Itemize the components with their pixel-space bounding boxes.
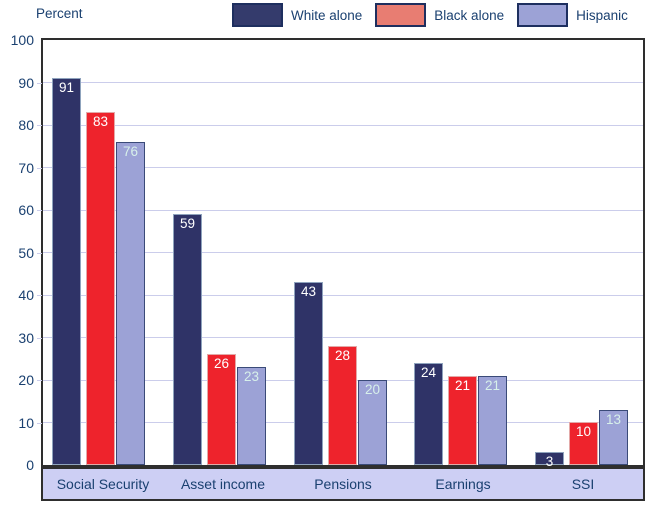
y-tick-70 [37, 167, 42, 169]
y-tick-90 [37, 82, 42, 84]
bar-white-alone-pensions: 43 [294, 282, 323, 465]
legend-item-white-alone: White alone [232, 3, 362, 27]
legend: White alone Black alone Hispanic [232, 3, 628, 27]
bar-value-label: 23 [243, 369, 260, 384]
y-axis-label-80: 80 [18, 117, 34, 133]
bar-black-alone-ssi: 10 [569, 422, 598, 465]
bar-black-alone-social-security: 83 [86, 112, 115, 465]
legend-item-hispanic: Hispanic [517, 3, 628, 27]
bar-white-alone-earnings: 24 [414, 363, 443, 465]
gridline-40 [43, 294, 643, 296]
bar-value-label: 21 [484, 378, 501, 393]
y-axis-label-60: 60 [18, 202, 34, 218]
y-tick-40 [37, 295, 42, 296]
y-axis-label-10: 10 [18, 414, 34, 431]
bar-black-alone-earnings: 21 [448, 376, 477, 465]
bar-value-label: 76 [122, 144, 139, 159]
bar-value-label: 24 [420, 365, 437, 380]
y-tick-20 [37, 380, 42, 381]
y-tick-30 [37, 337, 42, 339]
category-label-asset-income: Asset income [180, 476, 266, 492]
category-label-pensions: Pensions [314, 476, 372, 492]
y-axis-label-70: 70 [18, 159, 34, 176]
y-axis-label-20: 20 [18, 372, 34, 388]
bar-hispanic-earnings: 21 [478, 376, 507, 465]
gridline-90 [43, 82, 643, 83]
category-label-social-security: Social Security [56, 476, 150, 492]
plot-inner: 91 83 76 59 26 23 43 28 20 24 21 21 3 10 13 [43, 40, 643, 469]
y-tick-80 [37, 125, 42, 126]
y-axis-label-90: 90 [18, 74, 34, 91]
plot-area: 91 83 76 59 26 23 43 28 20 24 21 21 3 10 13 [41, 38, 645, 469]
bar-white-alone-ssi: 3 [535, 452, 564, 469]
bar-hispanic-pensions: 20 [358, 380, 387, 465]
category-label-earnings: Earnings [435, 476, 491, 492]
y-tick-60 [37, 210, 42, 211]
bar-value-label: 13 [605, 412, 622, 427]
bar-value-label: 3 [545, 454, 554, 469]
bar-value-label: 91 [58, 80, 75, 95]
y-axis-label-50: 50 [18, 244, 34, 261]
y-axis-title: Percent [36, 6, 83, 21]
bar-value-label: 20 [364, 382, 381, 397]
legend-label-white-alone: White alone [291, 7, 363, 23]
legend-label-hispanic: Hispanic [576, 7, 628, 23]
bar-value-label: 10 [575, 424, 592, 439]
bar-value-label: 43 [300, 284, 317, 299]
category-label-ssi: SSI [571, 476, 595, 492]
gridline-60 [43, 209, 643, 211]
y-axis-label-30: 30 [18, 329, 34, 346]
y-axis-label-0: 0 [26, 457, 34, 473]
bar-value-label: 83 [92, 114, 109, 129]
y-tick-10 [37, 422, 42, 424]
bar-black-alone-asset-income: 26 [207, 354, 236, 465]
gridline-80 [43, 124, 643, 126]
legend-label-black-alone: Black alone [434, 7, 505, 23]
bar-white-alone-social-security: 91 [52, 78, 81, 465]
bar-hispanic-ssi: 13 [599, 410, 628, 465]
bar-hispanic-asset-income: 23 [237, 367, 266, 465]
legend-swatch-white-alone [232, 3, 283, 27]
legend-swatch-hispanic [517, 3, 569, 27]
y-tick-50 [37, 252, 42, 254]
bar-value-label: 21 [454, 378, 471, 393]
bar-hispanic-social-security: 76 [116, 142, 145, 465]
y-axis-label-40: 40 [18, 287, 34, 303]
legend-item-black-alone: Black alone [375, 3, 504, 27]
bar-black-alone-pensions: 28 [328, 346, 357, 465]
bar-value-label: 26 [213, 356, 230, 371]
gridline-70 [43, 167, 643, 168]
category-axis-band: Social Security Asset income Pensions Earni… [41, 467, 645, 501]
gridline-50 [43, 252, 643, 253]
bar-value-label: 59 [179, 216, 196, 231]
bar-value-label: 28 [334, 348, 351, 363]
bar-white-alone-asset-income: 59 [173, 214, 202, 465]
gridline-30 [43, 337, 643, 338]
y-axis-label-100: 100 [10, 32, 34, 48]
legend-swatch-black-alone [375, 3, 427, 27]
